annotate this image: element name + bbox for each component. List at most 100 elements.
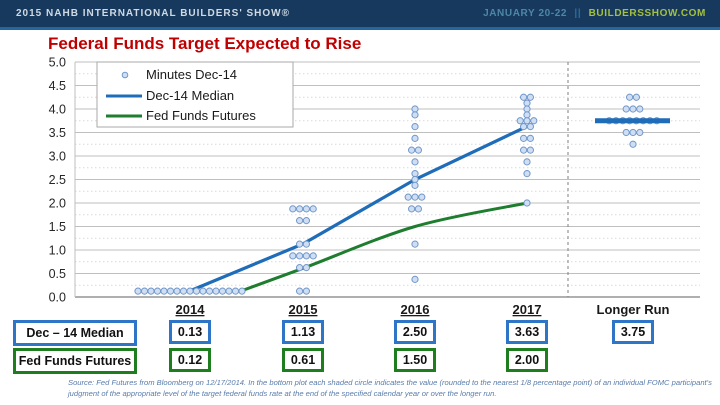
- fomc-dot: [302, 240, 310, 248]
- table-cell: 2.00: [506, 348, 548, 372]
- y-tick-label: 2.5: [49, 173, 66, 187]
- fomc-dot: [160, 287, 168, 295]
- gridlines-group: [74, 61, 700, 298]
- table-cell: 1.50: [394, 348, 436, 372]
- fomc-dot: [629, 105, 637, 113]
- fomc-dot: [629, 128, 637, 137]
- fomc-dot: [302, 252, 310, 260]
- fomc-dot: [411, 175, 419, 184]
- y-tick-label: 0.5: [49, 267, 66, 281]
- fomc-dot: [526, 134, 535, 142]
- y-tick-label: 3.5: [49, 126, 66, 140]
- fomc-dot: [140, 287, 149, 295]
- series-lines: [189, 124, 531, 293]
- fomc-dot: [411, 193, 419, 201]
- fomc-dot: [636, 105, 644, 113]
- fomc-dot: [526, 93, 535, 101]
- fomc-dot: [192, 287, 201, 295]
- y-tick-label: 2.0: [49, 197, 66, 211]
- fomc-dot: [411, 181, 419, 189]
- y-tick-label: 1.0: [49, 244, 66, 258]
- table-row-label: Fed Funds Futures: [13, 348, 137, 374]
- fomc-dot: [411, 111, 419, 119]
- fomc-dot: [173, 287, 181, 295]
- fomc-dot: [411, 275, 419, 283]
- fomc-dot: [520, 146, 528, 154]
- y-axis-labels: 0.0 0.5 1.0 1.5 2.0 2.5 3.0 3.5 4.0 4.5 5.0: [49, 56, 66, 305]
- fomc-dot: [411, 240, 419, 248]
- header-right: JANUARY 20-22 || BUILDERSSHOW.COM: [483, 8, 720, 19]
- fomc-dot: [523, 170, 531, 178]
- y-tick-label: 4.0: [49, 103, 66, 117]
- source-note: Source: Fed Futures from Bloomberg on 12…: [68, 378, 712, 399]
- fomc-dot: [411, 158, 419, 166]
- fomc-dot: [302, 287, 310, 295]
- legend-label-median: Dec-14 Median: [146, 88, 234, 103]
- fomc-dot: [414, 205, 422, 213]
- header-separator: ||: [574, 8, 582, 19]
- fomc-dot: [212, 287, 220, 295]
- legend-label-futures: Fed Funds Futures: [146, 108, 256, 123]
- fomc-dot: [408, 205, 416, 213]
- fomc-dot: [411, 123, 419, 131]
- table-cell: 3.75: [612, 320, 654, 344]
- fomc-dot: [523, 158, 531, 166]
- chart-legend: Minutes Dec-14 Dec-14 Median Fed Funds F…: [96, 61, 294, 128]
- fomc-dot: [622, 105, 630, 113]
- fomc-dot: [296, 205, 304, 213]
- x-tick-label: 2017: [513, 302, 542, 317]
- x-tick-label: 2015: [289, 302, 318, 317]
- header-bar: 2015 NAHB INTERNATIONAL BUILDERS' SHOW® …: [0, 0, 720, 30]
- fomc-dot: [526, 123, 535, 131]
- fomc-dot: [523, 117, 531, 125]
- fomc-dot: [147, 287, 155, 295]
- fomc-dot: [526, 146, 535, 154]
- fomc-dot: [520, 134, 528, 142]
- fomc-dot: [636, 128, 644, 137]
- fomc-dot: [289, 205, 297, 213]
- fomc-dot: [520, 93, 528, 101]
- fomc-dot: [238, 287, 246, 295]
- fomc-dot: [411, 134, 419, 142]
- x-tick-label: 2014: [176, 302, 206, 317]
- fomc-dot: [296, 240, 304, 248]
- fomc-dot: [302, 205, 310, 213]
- table-cell: 3.63: [506, 320, 548, 344]
- legend-label-minutes: Minutes Dec-14: [146, 67, 237, 82]
- legend-dot-marker-icon: [121, 71, 129, 79]
- fomc-dot: [411, 170, 419, 178]
- chart-svg: 0.00.51.01.52.02.53.03.54.04.55.0 2014 20…: [49, 56, 700, 317]
- page-title: Federal Funds Target Expected to Rise: [48, 34, 362, 53]
- fomc-dot: [622, 128, 630, 137]
- x-axis-labels: 2014 2015 2016 2017 Longer Run: [176, 302, 670, 317]
- fomc-dot: [520, 123, 528, 131]
- fomc-dot: [153, 287, 162, 295]
- brand-logo-text: 2015 NAHB INTERNATIONAL BUILDERS' SHOW®: [16, 8, 290, 19]
- fomc-dot: [626, 93, 634, 101]
- table-cell: 0.12: [169, 348, 211, 372]
- fomc-dot: [411, 105, 419, 113]
- y-tick-label: 5.0: [49, 56, 66, 70]
- fomc-dot: [516, 117, 524, 125]
- fomc-dot: [523, 99, 531, 107]
- fomc-dot: [205, 287, 214, 295]
- fomc-dot: [632, 93, 641, 101]
- fomc-dot: [523, 111, 531, 119]
- dec14-median-line: [189, 124, 528, 293]
- fomc-dot: [309, 252, 317, 260]
- table-cell: 1.13: [282, 320, 324, 344]
- fomc-dot: [523, 199, 531, 207]
- fomc-dot: [296, 217, 304, 225]
- fomc-dot: [134, 287, 142, 295]
- fomc-dot: [530, 117, 538, 125]
- fomc-dot: [199, 287, 207, 295]
- fomc-dot: [231, 287, 240, 295]
- fomc-dot: [166, 287, 175, 295]
- fomc-dot: [296, 252, 304, 260]
- fomc-dot: [296, 264, 304, 272]
- website-link[interactable]: BUILDERSSHOW.COM: [588, 8, 706, 19]
- fomc-dot: [418, 193, 426, 201]
- fomc-dot: [523, 105, 531, 113]
- fed-funds-futures-line: [239, 201, 528, 293]
- table-cell: 0.61: [282, 348, 324, 372]
